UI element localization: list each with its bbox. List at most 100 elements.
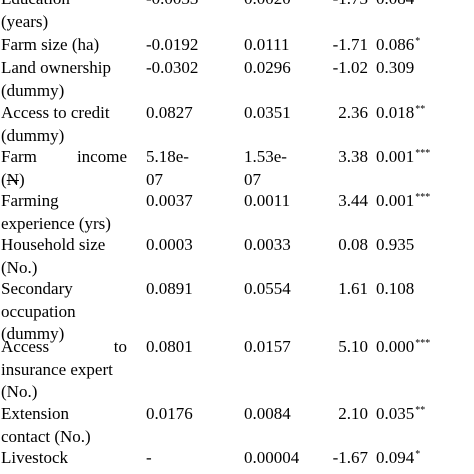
variable-line: (dummy) (1, 125, 65, 145)
coefficient-value: 0.0891 (146, 279, 193, 298)
std-error-cell: 0.0084 (244, 403, 314, 426)
std-error-value: 0.0011 (244, 191, 291, 210)
std-error-value: 0.0033 (244, 235, 291, 254)
variable-line: (No.) (1, 382, 38, 402)
coefficient-cell: 0.0037 (146, 190, 216, 213)
z-value-cell: 0.08 (338, 235, 368, 254)
significance-stars: ** (415, 104, 426, 115)
variable-line: (years) (1, 11, 49, 31)
z-value-cell: -1.73 (312, 0, 368, 11)
p-value: 0.018 (376, 103, 415, 122)
variable-line: Farm size (ha) (1, 35, 100, 54)
std-error-value: 0.0351 (244, 103, 291, 122)
variable-word: Farm (1, 147, 37, 166)
variable-cell: Extension contact (No.) (1, 403, 127, 448)
std-error-cell: 1.53e- 07 (244, 146, 314, 191)
std-error-value: 0.0020 (244, 0, 314, 11)
variable-line: Household size (1, 235, 106, 254)
variable-line: Land ownership (1, 58, 112, 77)
p-value: 0.084 (376, 0, 414, 8)
significance-stars: * (415, 36, 421, 47)
coefficient-value: -0.0192 (146, 35, 199, 54)
p-value-cell: 0.000*** (376, 336, 472, 359)
variable-word: Access (1, 337, 50, 356)
coefficient-value: 07 (146, 169, 163, 189)
p-value: 0.001 (376, 147, 415, 166)
variable-line: occupation (1, 301, 76, 321)
variable-line: Education (1, 0, 127, 11)
p-value-cell: 0.001*** (376, 146, 472, 169)
variable-line: Secondary (1, 279, 73, 298)
naira-symbol: N (6, 169, 19, 189)
coefficient-value: 0.0827 (146, 103, 193, 122)
coefficient-value: -0.0302 (146, 58, 199, 77)
std-error-value: 0.00004 (244, 448, 300, 467)
std-error-cell: 0.0351 (244, 102, 314, 125)
p-value: 0.086 (376, 35, 415, 54)
z-value-cell: -1.67 (332, 448, 368, 467)
p-value: 0.000 (376, 337, 415, 356)
p-value: 0.094 (376, 448, 415, 467)
variable-line: reared (No.) (1, 470, 127, 474)
p-value-cell: 0.018** (376, 102, 472, 125)
std-error-cell: 0.00004 (244, 447, 314, 470)
significance-stars: * (415, 449, 421, 460)
variable-word: income (76, 147, 127, 166)
variable-word: to (113, 337, 127, 356)
z-value-cell: 3.44 (338, 191, 368, 210)
std-error-value: 0.0554 (244, 279, 291, 298)
z-value-cell: 1.61 (338, 279, 368, 298)
coefficient-cell: 0.0827 (146, 102, 216, 125)
z-value-cell: 3.38 (338, 147, 368, 166)
std-error-value: 0.0296 (244, 58, 291, 77)
variable-line: contact (No.) (1, 426, 91, 446)
variable-line: (dummy) (1, 80, 65, 100)
coefficient-value: 0.0801 (146, 337, 193, 356)
coefficient-cell: 0.0801 (146, 336, 216, 359)
variable-cell: Livestock reared (No.) (1, 447, 127, 474)
z-value-cell: -1.02 (332, 58, 368, 77)
variable-line: Extension (1, 404, 69, 423)
std-error-value: 0.0084 (244, 404, 291, 423)
z-value-cell: 2.36 (338, 103, 368, 122)
coefficient-value: - (146, 448, 152, 467)
p-value-cell: 0.001*** (376, 190, 472, 213)
significance-stars: *** (415, 192, 431, 203)
significance-stars: *** (415, 338, 431, 349)
variable-text: ) (18, 169, 25, 189)
p-value-cell: 0.935 (376, 234, 472, 257)
p-value-cell: 0.094* (376, 447, 472, 470)
p-value-cell: 0.084 (376, 0, 472, 11)
variable-line: (No.) (1, 257, 38, 277)
std-error-cell: 0.0020 (244, 0, 314, 11)
variable-cell: Farm income (N) (1, 146, 127, 191)
variable-text: ( (1, 169, 7, 189)
coefficient-cell: -0.0192 (146, 34, 216, 57)
variable-line: Livestock (1, 448, 69, 467)
p-value-cell: 0.035** (376, 403, 472, 426)
coefficient-cell: -0.0033 (146, 0, 216, 11)
std-error-value: 1.53e- (244, 147, 287, 166)
coefficient-cell: 0.0891 (146, 278, 216, 301)
variable-line: Access to (1, 336, 127, 359)
variable-cell: Household size (No.) (1, 234, 127, 279)
std-error-cell: 0.0111 (244, 34, 314, 57)
std-error-value: 0.0111 (244, 35, 290, 54)
p-value-cell: 0.108 (376, 278, 472, 301)
coefficient-value: 0.0176 (146, 404, 193, 423)
variable-line: experience (yrs) (1, 213, 111, 233)
coefficient-value: 5.18e- (146, 147, 189, 166)
variable-cell: Secondary occupation (dummy) (1, 278, 127, 346)
std-error-value: 0.0157 (244, 337, 291, 356)
std-error-cell: 0.0011 (244, 190, 314, 213)
std-error-cell: 0.0033 (244, 234, 314, 257)
variable-line: Farm income (1, 146, 127, 169)
p-value: 0.001 (376, 191, 415, 210)
std-error-cell: 0.0157 (244, 336, 314, 359)
std-error-value: 07 (244, 169, 261, 189)
variable-cell: Land ownership (dummy) (1, 57, 127, 102)
coefficient-cell: 0.0003 (146, 234, 216, 257)
p-value: 0.309 (376, 58, 415, 77)
coefficient-cell: 5.18e- 07 (146, 146, 216, 191)
